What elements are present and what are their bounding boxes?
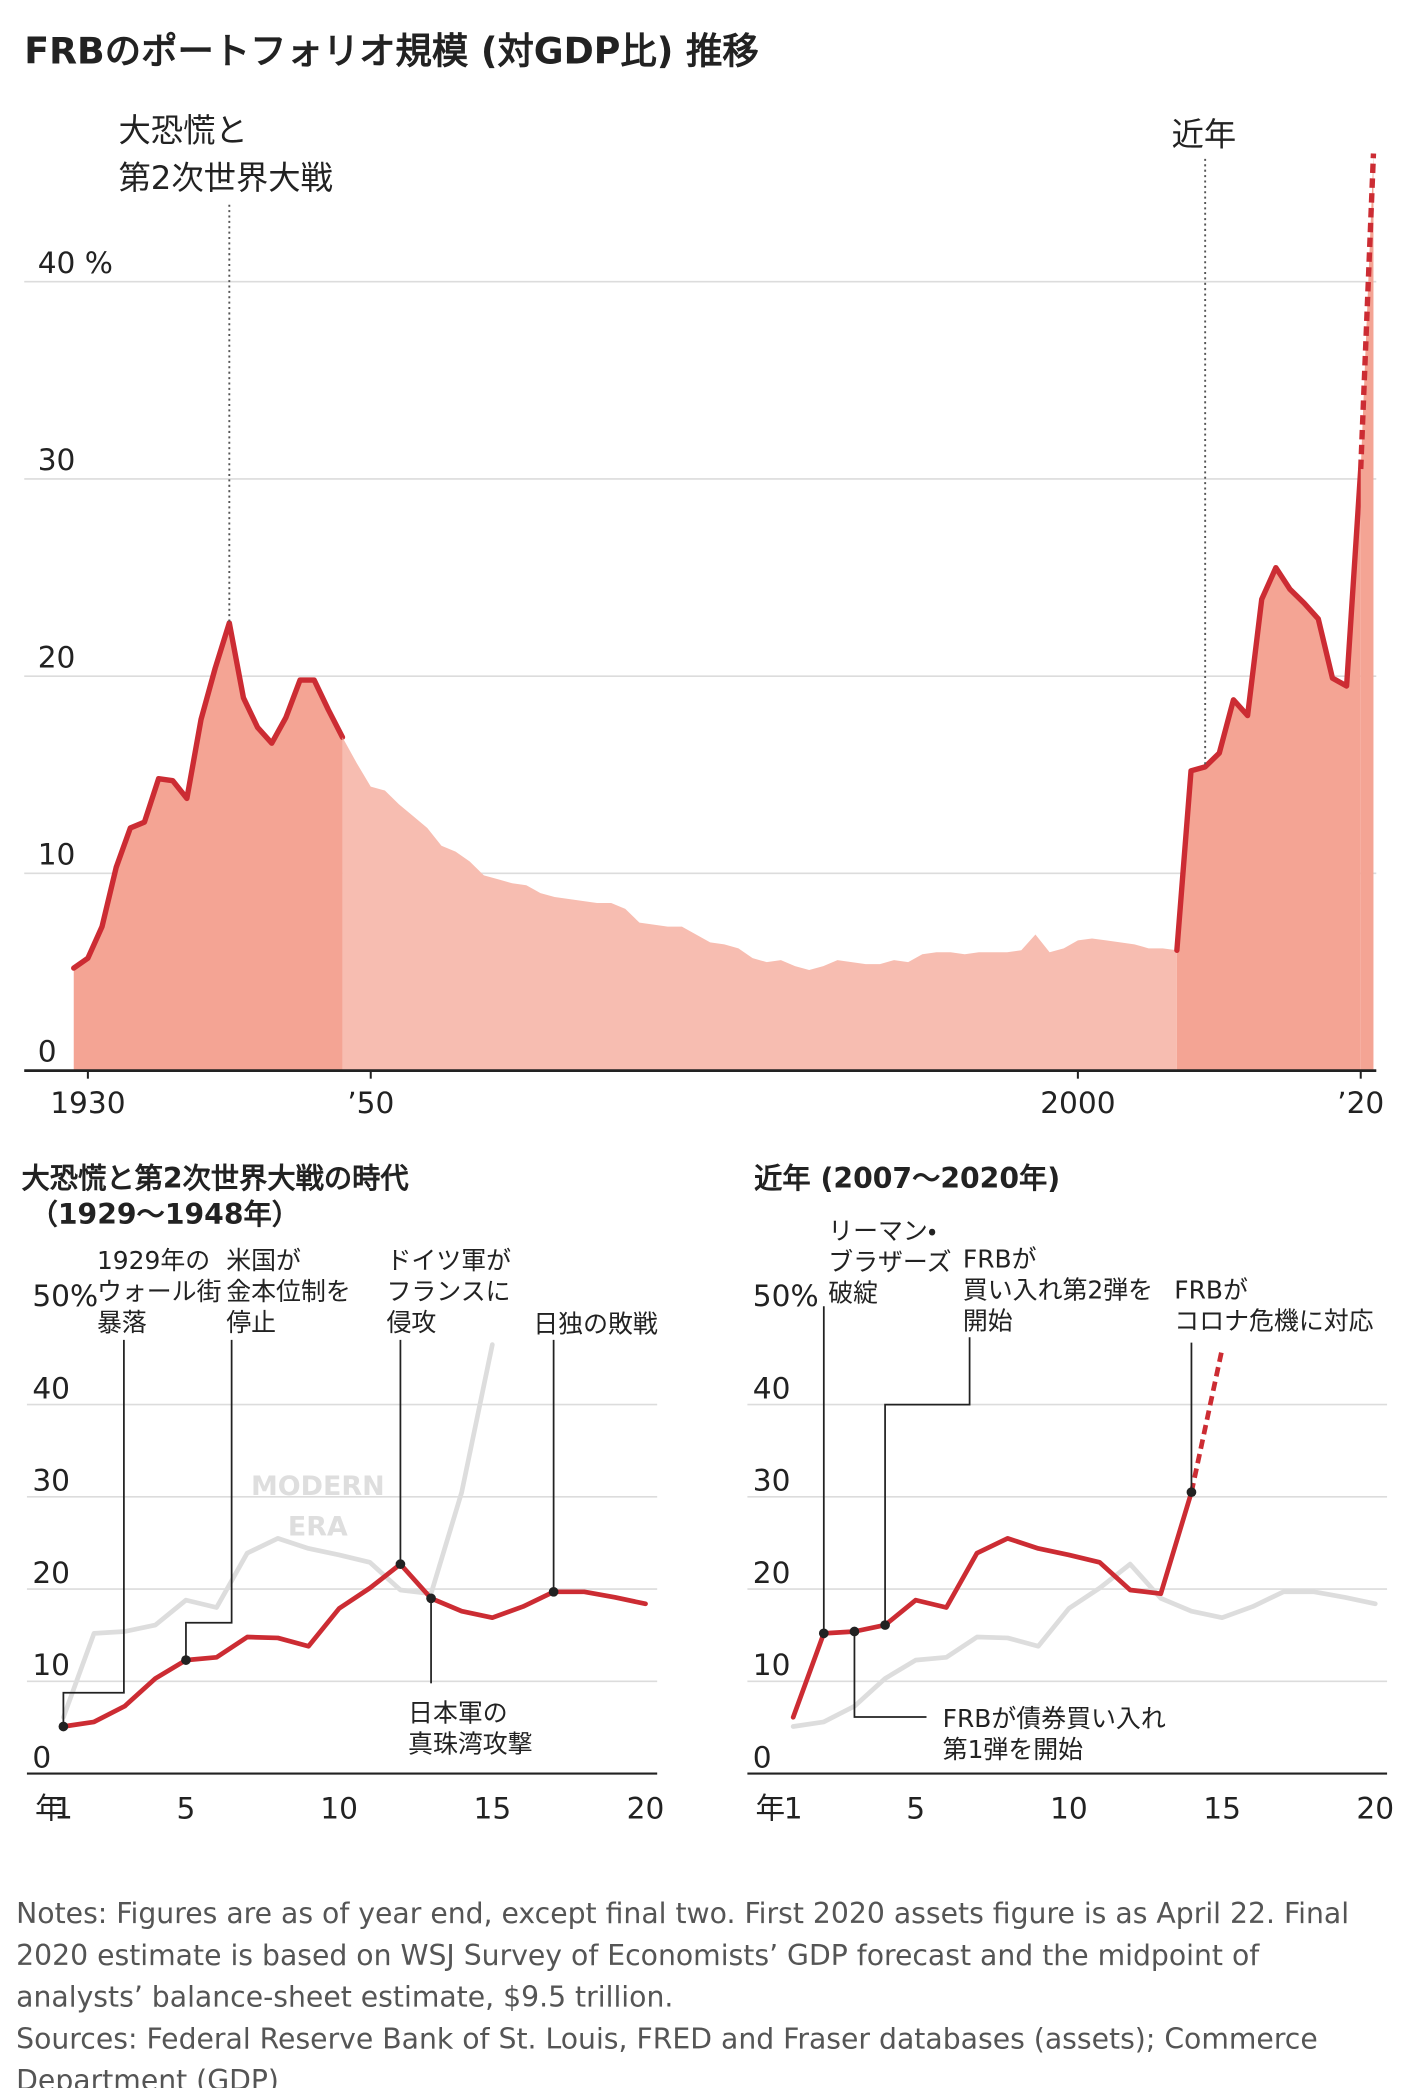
y-tick-label: 50% xyxy=(32,1279,98,1313)
source: Department (GDP) xyxy=(16,2064,279,2088)
x-tick-label: 5 xyxy=(906,1792,925,1826)
annotation: 金本位制を xyxy=(226,1277,351,1306)
y-tick-label: 50% xyxy=(753,1279,819,1313)
annotation: 近年 xyxy=(1172,116,1237,154)
note: analysts’ balance-sheet estimate, $9.5 t… xyxy=(16,1981,673,2014)
annotation: 停止 xyxy=(226,1308,276,1337)
y-tick-label: 20 xyxy=(38,640,76,674)
y-tick-label: 30 xyxy=(753,1464,791,1498)
y-tick-label: 40 % xyxy=(38,246,113,280)
annotation: 第1弾を開始 xyxy=(943,1735,1083,1764)
annotation: 日独の敗戦 xyxy=(533,1309,658,1338)
annotation: フランスに xyxy=(386,1277,510,1306)
annotation: 米国が xyxy=(226,1246,301,1275)
event-dot xyxy=(426,1593,436,1604)
x-tick-label: ’50 xyxy=(347,1086,394,1120)
x-tick-label: 10 xyxy=(1050,1792,1088,1826)
panel-title: 大恐慌と第2次世界大戦の時代 xyxy=(22,1162,410,1195)
y-tick-label: 10 xyxy=(32,1648,70,1682)
line xyxy=(1189,1348,1225,1493)
x-tick-label: 5 xyxy=(177,1792,196,1826)
x-tick-label: 10 xyxy=(320,1792,358,1826)
x-tick-label: 2000 xyxy=(1040,1086,1115,1120)
y-tick-label: 30 xyxy=(38,443,76,477)
chart-title: FRBのポートフォリオ規模 (対GDP比) 推移 xyxy=(24,30,758,73)
y-tick-label: 30 xyxy=(32,1464,70,1498)
y-tick-label: 10 xyxy=(38,838,76,872)
annotation: 買い入れ第2弾を xyxy=(963,1276,1153,1305)
y-tick-label: 20 xyxy=(32,1556,70,1590)
x-tick-label: 1930 xyxy=(50,1086,125,1120)
leader-line xyxy=(853,1631,927,1718)
annotation: FRBが債券買い入れ xyxy=(943,1704,1166,1733)
annotation: リーマン・ xyxy=(828,1216,936,1245)
line xyxy=(1174,466,1364,953)
annotation: ドイツ軍が xyxy=(386,1246,511,1275)
annotation: 侵攻 xyxy=(386,1308,436,1337)
x-tick-label: 1 xyxy=(784,1792,803,1826)
event-dot xyxy=(181,1655,191,1665)
line xyxy=(790,1489,1194,1720)
line xyxy=(71,620,346,971)
y-tick-label: 10 xyxy=(753,1648,791,1682)
annotation: 破綻 xyxy=(828,1278,878,1307)
ghost-label: MODERN xyxy=(251,1471,385,1502)
line xyxy=(61,1342,495,1720)
note: 2020 estimate is based on WSJ Survey of … xyxy=(16,1939,1260,1972)
annotation: ブラザーズ xyxy=(828,1247,951,1276)
line xyxy=(1358,153,1377,470)
source: Sources: Federal Reserve Bank of St. Lou… xyxy=(16,2022,1318,2055)
annotation: 1929年の xyxy=(97,1246,210,1275)
x-tick-label: 15 xyxy=(1203,1792,1241,1826)
y-tick-label: 40 xyxy=(753,1371,791,1405)
panel-subtitle: （1929〜1948年） xyxy=(30,1198,300,1231)
annotation: 開始 xyxy=(963,1307,1013,1336)
area xyxy=(73,622,343,1071)
panel-title: 近年 (2007〜2020年) xyxy=(754,1162,1060,1195)
annotation: 第2次世界大戦 xyxy=(119,159,333,197)
line xyxy=(790,1561,1378,1729)
leader-line xyxy=(185,1339,233,1661)
event-dot xyxy=(1186,1487,1197,1498)
y-tick-label: 40 xyxy=(32,1371,70,1405)
annotation: 暴落 xyxy=(97,1308,147,1337)
area xyxy=(1176,469,1361,1071)
annotation: ウォール街 xyxy=(97,1277,222,1306)
event-dot xyxy=(395,1559,406,1570)
ghost-label: ERA xyxy=(288,1512,348,1543)
event-dot xyxy=(880,1620,890,1630)
annotation: FRBが xyxy=(963,1245,1037,1274)
annotation: 大恐慌と xyxy=(119,112,248,150)
area xyxy=(342,737,1177,1071)
x-axis-label: 年 xyxy=(755,1792,785,1826)
event-dot xyxy=(818,1628,829,1639)
y-tick-label: 20 xyxy=(753,1556,791,1590)
line xyxy=(61,1561,648,1729)
area xyxy=(1360,153,1374,1071)
event-dot xyxy=(548,1586,559,1597)
leader-line xyxy=(62,1339,125,1727)
x-axis-label: 年 xyxy=(35,1792,65,1826)
annotation: 真珠湾攻撃 xyxy=(408,1729,533,1758)
annotation: FRBが xyxy=(1174,1276,1248,1305)
y-tick-label: 0 xyxy=(32,1740,51,1774)
x-tick-label: 20 xyxy=(1356,1792,1394,1826)
x-tick-label: 20 xyxy=(627,1792,665,1826)
annotation: 日本軍の xyxy=(408,1698,508,1727)
note: Notes: Figures are as of year end, excep… xyxy=(16,1897,1349,1930)
x-tick-label: ’20 xyxy=(1337,1086,1384,1120)
y-tick-label: 0 xyxy=(753,1740,772,1774)
y-tick-label: 0 xyxy=(38,1035,57,1069)
leader-line xyxy=(884,1337,971,1626)
event-dot xyxy=(849,1626,860,1637)
x-tick-label: 15 xyxy=(473,1792,511,1826)
event-dot xyxy=(58,1721,69,1732)
annotation: コロナ危機に対応 xyxy=(1174,1307,1373,1336)
x-tick-label: 1 xyxy=(54,1792,73,1826)
